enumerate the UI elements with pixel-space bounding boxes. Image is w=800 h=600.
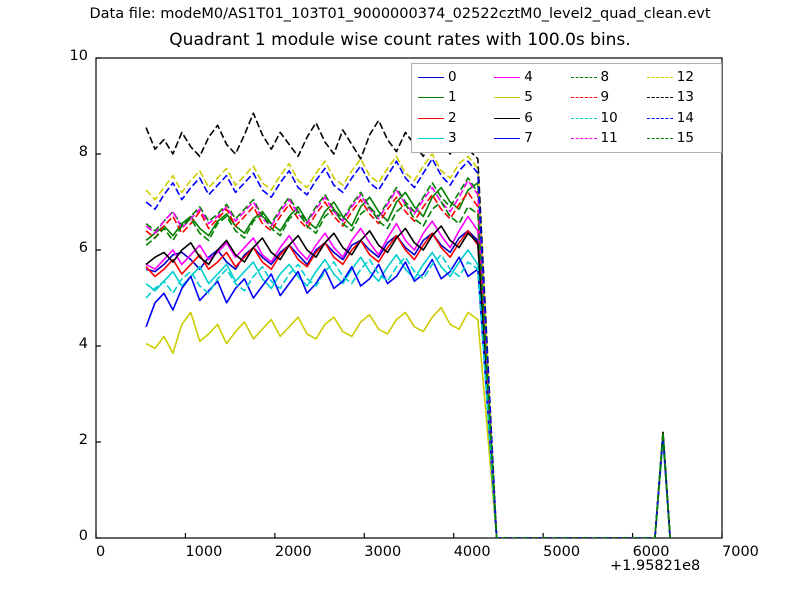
legend-line-swatch-0 bbox=[418, 76, 444, 78]
x-tick-label: 3000 bbox=[364, 544, 402, 560]
legend-grid: 0 4 8 12 1 5 9 13 2 6 10 14 3 7 11 15 bbox=[412, 64, 721, 152]
series-line-3 bbox=[145, 249, 671, 538]
legend-label-13: 13 bbox=[676, 89, 694, 105]
legend-item-10[interactable]: 10 bbox=[567, 109, 643, 126]
legend-label-6: 6 bbox=[524, 109, 533, 126]
legend-line-swatch-7 bbox=[494, 138, 521, 140]
y-tick-label: 8 bbox=[78, 144, 88, 160]
x-tick-label: 5000 bbox=[543, 544, 581, 560]
legend-item-5[interactable]: 5 bbox=[490, 89, 566, 105]
legend-item-15[interactable]: 15 bbox=[643, 130, 719, 146]
series-line-2 bbox=[145, 230, 671, 538]
axes-frame bbox=[95, 57, 723, 539]
legend-line-swatch-8 bbox=[570, 76, 597, 78]
legend-label-7: 7 bbox=[524, 130, 533, 146]
legend-line-swatch-10 bbox=[570, 117, 597, 119]
legend-label-3: 3 bbox=[448, 130, 457, 146]
legend-label-11: 11 bbox=[600, 130, 618, 146]
legend-label-1: 1 bbox=[448, 89, 457, 105]
y-tick-label: 0 bbox=[78, 528, 88, 544]
series-line-9 bbox=[145, 191, 671, 538]
legend-label-10: 10 bbox=[600, 109, 618, 126]
legend-label-12: 12 bbox=[676, 68, 694, 85]
y-tick-label: 6 bbox=[78, 240, 88, 256]
x-tick-label: 7000 bbox=[722, 544, 759, 560]
legend-item-6[interactable]: 6 bbox=[490, 109, 566, 126]
legend-label-8: 8 bbox=[600, 68, 610, 85]
y-tick-label: 4 bbox=[78, 336, 88, 352]
series-line-1 bbox=[145, 182, 671, 538]
legend-label-0: 0 bbox=[448, 68, 457, 85]
x-tick-label: 6000 bbox=[632, 544, 670, 560]
legend-line-swatch-9 bbox=[570, 97, 597, 99]
legend-item-9[interactable]: 9 bbox=[567, 89, 643, 105]
legend-item-13[interactable]: 13 bbox=[643, 89, 719, 105]
legend-line-swatch-6 bbox=[494, 117, 521, 119]
legend-line-swatch-14 bbox=[646, 117, 673, 119]
legend-item-14[interactable]: 14 bbox=[643, 109, 719, 126]
legend-label-5: 5 bbox=[524, 89, 533, 105]
legend-line-swatch-11 bbox=[570, 138, 597, 140]
series-line-10 bbox=[145, 254, 671, 538]
legend-label-15: 15 bbox=[676, 130, 694, 146]
legend-item-4[interactable]: 4 bbox=[490, 68, 566, 85]
series-line-6 bbox=[145, 225, 671, 538]
legend-label-14: 14 bbox=[676, 109, 694, 126]
legend-item-12[interactable]: 12 bbox=[643, 68, 719, 85]
legend: 0 4 8 12 1 5 9 13 2 6 10 14 3 7 11 15 bbox=[411, 63, 722, 153]
legend-label-4: 4 bbox=[524, 68, 533, 85]
x-tick-label: 0 bbox=[96, 544, 106, 560]
legend-line-swatch-4 bbox=[494, 76, 521, 78]
x-axis-offset-text: +1.95821e8 bbox=[610, 558, 701, 574]
legend-line-swatch-3 bbox=[418, 138, 444, 140]
legend-item-0[interactable]: 0 bbox=[414, 68, 490, 85]
legend-line-swatch-15 bbox=[646, 138, 673, 140]
legend-item-3[interactable]: 3 bbox=[414, 130, 490, 146]
x-tick-label: 4000 bbox=[453, 544, 491, 560]
legend-line-swatch-1 bbox=[418, 97, 444, 99]
legend-line-swatch-12 bbox=[646, 76, 673, 78]
legend-line-swatch-2 bbox=[418, 117, 444, 119]
legend-label-9: 9 bbox=[600, 89, 610, 105]
legend-item-11[interactable]: 11 bbox=[567, 130, 643, 146]
x-tick-label: 2000 bbox=[274, 544, 312, 560]
series-line-5 bbox=[145, 306, 671, 538]
y-tick-label: 10 bbox=[69, 48, 88, 64]
legend-line-swatch-13 bbox=[646, 97, 673, 99]
legend-item-1[interactable]: 1 bbox=[414, 89, 490, 105]
series-line-8 bbox=[145, 177, 671, 538]
series-line-4 bbox=[145, 215, 671, 538]
y-tick-label: 2 bbox=[78, 432, 88, 448]
series-line-14 bbox=[145, 158, 671, 538]
x-tick-label: 1000 bbox=[185, 544, 223, 560]
series-line-0 bbox=[145, 230, 671, 538]
legend-line-swatch-5 bbox=[494, 97, 521, 99]
legend-item-2[interactable]: 2 bbox=[414, 109, 490, 126]
legend-label-2: 2 bbox=[448, 109, 457, 126]
series-group bbox=[145, 112, 671, 538]
series-line-11 bbox=[145, 179, 671, 538]
series-line-15 bbox=[145, 201, 671, 538]
legend-item-8[interactable]: 8 bbox=[567, 68, 643, 85]
series-line-7 bbox=[145, 256, 671, 538]
plot-title: Quadrant 1 module wise count rates with … bbox=[169, 30, 631, 50]
series-line-12 bbox=[145, 153, 671, 538]
legend-item-7[interactable]: 7 bbox=[490, 130, 566, 146]
figure-suptitle: Data file: modeM0/AS1T01_103T01_90000003… bbox=[89, 6, 711, 22]
